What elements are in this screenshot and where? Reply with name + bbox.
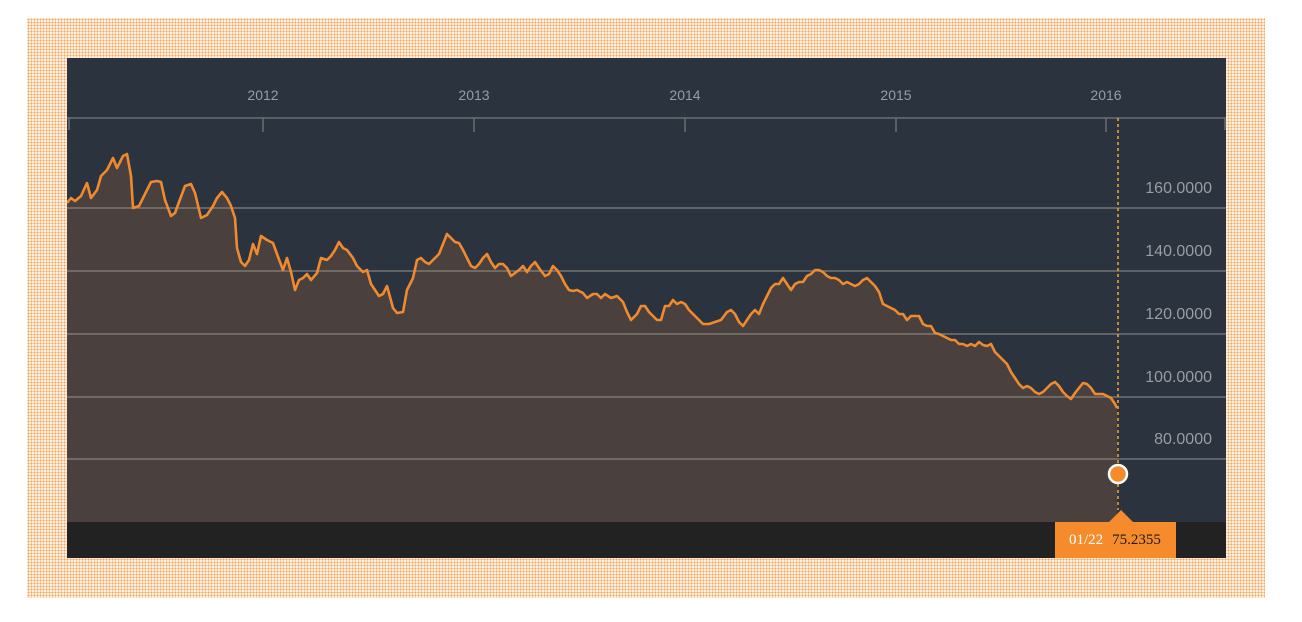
y-tick-label-140: 140.0000 bbox=[1145, 243, 1212, 260]
x-tick-label-2014: 2014 bbox=[669, 87, 701, 103]
plot-area[interactable] bbox=[67, 58, 1226, 558]
price-line bbox=[67, 152, 1119, 409]
x-tick-label-2016: 2016 bbox=[1090, 87, 1122, 103]
value-tooltip: 01/22 75.2355 bbox=[1055, 510, 1176, 558]
last-point-marker[interactable] bbox=[1107, 463, 1129, 485]
y-tick-label-160: 160.0000 bbox=[1145, 180, 1212, 197]
y-tick-label-120: 120.0000 bbox=[1145, 306, 1212, 323]
tooltip-value: 75.2355 bbox=[1112, 531, 1161, 548]
future-region bbox=[1117, 58, 1226, 522]
area-fill bbox=[67, 154, 1226, 522]
price-chart[interactable]: 2012 2013 2014 2015 2016 160.0000 140.00… bbox=[67, 58, 1226, 558]
bottom-bar bbox=[67, 522, 1226, 558]
x-tick-label-2013: 2013 bbox=[458, 87, 490, 103]
tooltip-arrow bbox=[1109, 510, 1133, 522]
y-tick-label-80: 80.0000 bbox=[1154, 431, 1212, 448]
x-tick-label-2012: 2012 bbox=[247, 87, 279, 103]
x-tick-label-2015: 2015 bbox=[880, 87, 912, 103]
tooltip-date: 01/22 bbox=[1069, 531, 1104, 548]
y-tick-label-100: 100.0000 bbox=[1145, 369, 1212, 386]
